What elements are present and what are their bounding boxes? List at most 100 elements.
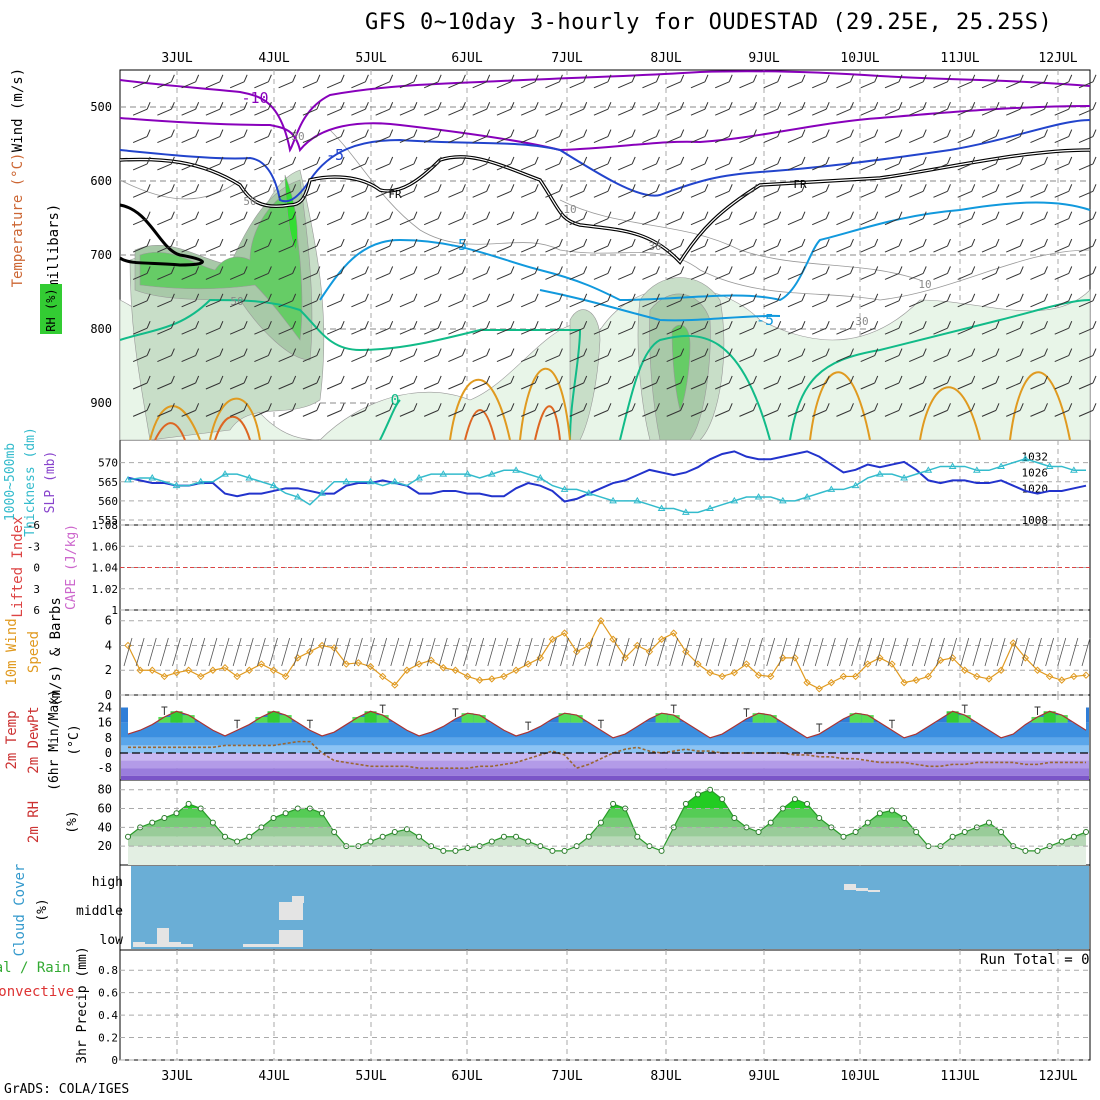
wind-barb-shaft [496, 409, 512, 417]
wind-barb-shaft [254, 136, 269, 144]
upper-wind-barb [739, 266, 757, 280]
wind-barb-shaft [1054, 409, 1069, 417]
wind-barb-flag [631, 129, 636, 137]
upper-wind-barb [181, 403, 200, 417]
upper-wind-barb [229, 403, 248, 417]
wind-barb-flag [922, 74, 927, 82]
temp-minmax-mark [816, 723, 823, 733]
precip-ylabel-total: Total / Rain [0, 960, 71, 976]
temp-minmax-mark [161, 706, 168, 715]
upper-wind-barb [690, 211, 709, 226]
wind10m-barb [729, 637, 739, 667]
upper-wind-barb [205, 375, 224, 390]
upper-wind-barb [157, 238, 175, 253]
upper-wind-barb [836, 129, 854, 144]
upper-wind-barb [399, 293, 418, 308]
upper-wind-barb [933, 156, 951, 171]
wind-barb-shaft [545, 190, 560, 198]
wind-barb-shaft [981, 108, 997, 116]
wind-barb-shaft [787, 273, 803, 280]
wind-barb-shaft [836, 355, 851, 363]
wind-barb-flag [1068, 375, 1073, 384]
rh-marker [1070, 833, 1077, 840]
wind-barb-flag [316, 238, 321, 247]
upper-wind-barb [715, 238, 733, 253]
upper-wind-barb [399, 184, 418, 198]
upper-wind-barb [326, 184, 345, 198]
wind10m-marker [888, 660, 896, 668]
wind-barb-flag [607, 211, 612, 219]
top-day-label: 3JUL [161, 51, 192, 66]
wind-barb-flag [1092, 101, 1097, 110]
slp-tick: 1008 [1022, 514, 1049, 527]
wind-barb-shaft [909, 163, 924, 171]
wind-barb-shaft [1006, 136, 1021, 144]
wind10m-barb [1020, 637, 1030, 667]
wind-barb-flag [995, 184, 1000, 192]
wind-barb-shaft [254, 300, 269, 308]
wind-barb-shaft [278, 409, 293, 417]
wind-barb-flag [170, 74, 175, 82]
wind-barb-shaft [690, 108, 706, 116]
wind-barb-flag [316, 74, 321, 82]
wind-barb-flag [583, 293, 588, 302]
temperature-contour [319, 201, 1091, 302]
wind-barb-shaft [569, 245, 584, 253]
wind-barb-flag [558, 375, 563, 384]
wind-barb-shaft [181, 355, 196, 363]
wind-barb-shaft [375, 300, 390, 308]
upper-wind-barb [423, 238, 442, 253]
upper-wind-barb [351, 321, 369, 335]
upper-wind-barb [812, 156, 830, 171]
upper-wind-barb [884, 238, 903, 253]
wind-barb-shaft [763, 190, 778, 198]
wind-barb-shaft [933, 382, 948, 390]
wind-barb-shaft [423, 163, 439, 171]
wind-barb-shaft [229, 355, 245, 363]
wind-barb-shaft [157, 108, 172, 116]
wind-barb-flag [292, 211, 297, 219]
wind-barb-flag [364, 101, 369, 110]
upper-wind-barb [812, 101, 830, 116]
wind-barb-flag [680, 101, 685, 110]
wind10m-marker [791, 654, 799, 662]
wind-barb-shaft [302, 245, 318, 253]
wind10m-barb [426, 637, 436, 667]
wind-barb-flag [243, 293, 248, 302]
upper-wind-barb [957, 129, 976, 144]
rh-tick: 20 [98, 839, 112, 853]
wind-barb-flag [243, 375, 248, 384]
wind-barb-shaft [1006, 218, 1021, 226]
wind-barb-flag [898, 266, 903, 274]
wind-barb-flag [486, 403, 491, 411]
wind-barb-flag [267, 403, 272, 411]
wind-barb-flag [801, 266, 806, 274]
upper-wind-barb [836, 321, 854, 335]
upper-wind-barb [302, 293, 321, 308]
wind10m-marker [609, 635, 617, 643]
wind-barb-flag [195, 211, 200, 219]
wind-barb-shaft [302, 355, 318, 363]
wind-barb-shaft [715, 190, 730, 198]
wind-barb-flag [1068, 266, 1073, 274]
wind-barb-flag [195, 238, 200, 247]
wind-barb-shaft [1054, 245, 1069, 253]
temp-minmax-mark [961, 704, 968, 714]
temp-peak-fill [946, 711, 959, 723]
wind-barb-flag [389, 74, 394, 82]
wind-barb-flag [389, 129, 394, 137]
wind-barb-flag [1044, 403, 1048, 411]
wind10m-barb [584, 637, 594, 667]
wind-barb-shaft [957, 245, 972, 253]
wind-barb-flag [607, 156, 612, 165]
upper-wind-barb [472, 375, 491, 390]
wind-barb-flag [437, 266, 442, 274]
wind-barb-shaft [617, 81, 633, 89]
upper-wind-barb [909, 375, 927, 390]
wind-barb-shaft [229, 218, 245, 226]
thickness-marker [1069, 466, 1078, 473]
upper-wind-barb [763, 403, 782, 417]
wind-barb-flag [680, 321, 685, 329]
temp-tick: 16 [98, 716, 112, 730]
wind-barb-flag [801, 348, 806, 356]
